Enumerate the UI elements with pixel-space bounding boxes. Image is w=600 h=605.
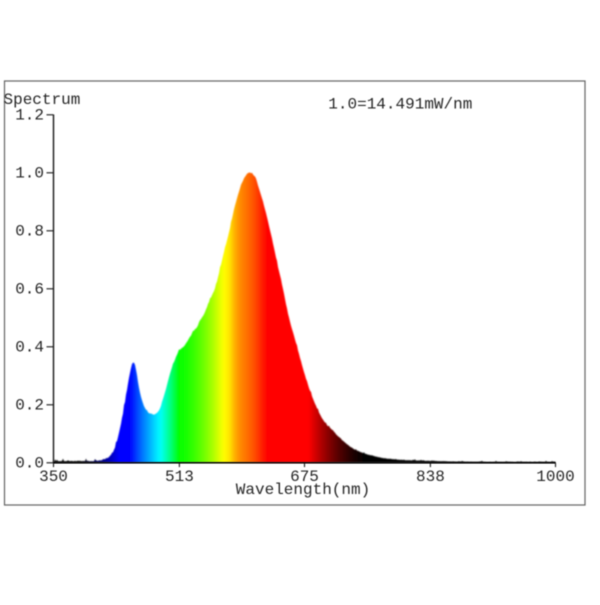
- svg-text:0.0: 0.0: [15, 455, 44, 473]
- svg-text:0.6: 0.6: [15, 281, 44, 299]
- svg-text:Spectrum: Spectrum: [4, 91, 81, 109]
- svg-text:0.2: 0.2: [15, 397, 44, 415]
- svg-text:350: 350: [39, 468, 68, 486]
- svg-text:Wavelength(nm): Wavelength(nm): [236, 481, 370, 499]
- svg-text:1.2: 1.2: [15, 107, 44, 125]
- svg-text:675: 675: [290, 468, 319, 486]
- svg-text:1000: 1000: [536, 468, 574, 486]
- svg-text:838: 838: [416, 468, 445, 486]
- svg-text:0.4: 0.4: [15, 339, 44, 357]
- svg-text:0.8: 0.8: [15, 223, 44, 241]
- svg-text:1.0: 1.0: [15, 165, 44, 183]
- svg-text:1.0=14.491mW/nm: 1.0=14.491mW/nm: [328, 95, 472, 113]
- svg-text:513: 513: [165, 468, 194, 486]
